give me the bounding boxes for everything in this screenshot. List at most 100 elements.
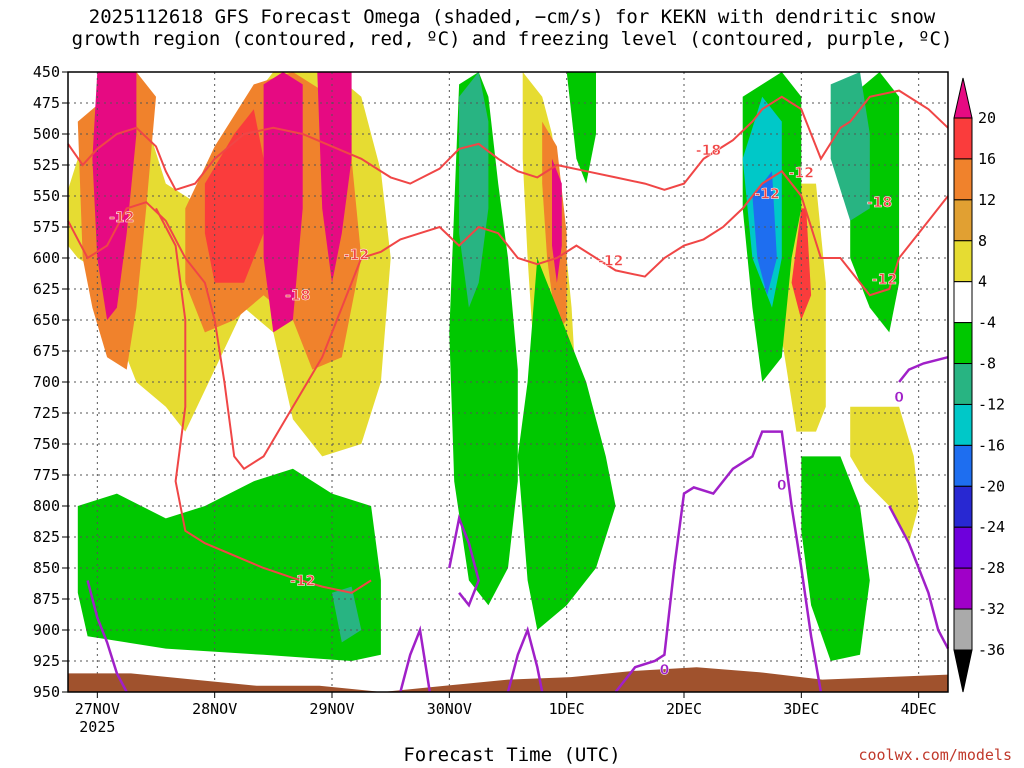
colorbar-swatch-1 [953,158,973,201]
purple-contour-p7 [888,505,950,650]
colorbar: 20 16 12 8 4 -4 -8 -12 -16 -20 -24 -28 -32 -36 [953,77,1005,693]
colorbar-label-0: 20 [978,109,996,127]
omega-region-gr4 [566,72,596,184]
omega-region-pk4 [552,158,562,283]
contour-label-5: -18 [696,143,721,159]
purple-contour-p6 [898,355,949,383]
colorbar-swatch-11 [953,567,973,610]
y-tick-label-775: 775 [33,466,60,484]
chart-title: 2025112618 GFS Forecast Omega (shaded, −… [0,6,1024,50]
x-axis-title: Forecast Time (UTC) [403,744,621,766]
y-tick-label-500: 500 [33,125,60,143]
contour-label-6: -12 [754,187,779,203]
y-tick-label-675: 675 [33,342,60,360]
colorbar-label-11: -28 [978,559,1005,577]
y-tick-label-875: 875 [33,590,60,608]
omega-region-gr7 [801,456,870,661]
colorbar-swatch-5 [953,322,973,365]
colorbar-label-8: -16 [978,436,1005,454]
y-tick-label-450: 450 [33,63,60,81]
x-tick-label-28NOV: 28NOV [192,700,237,718]
colorbar-bottom-arrow [953,649,973,693]
omega-region-tl1 [459,72,489,308]
red-contour-r1 [67,89,949,192]
purple-contour-p1 [86,580,128,693]
y-tick-label-725: 725 [33,404,60,422]
y-tick-label-525: 525 [33,156,60,174]
x-tick-label-30NOV: 30NOV [427,700,472,718]
colorbar-swatch-2 [953,199,973,242]
contour-label-12: 0 [660,663,670,679]
colorbar-label-12: -32 [978,600,1005,618]
x-tick-label-1DEC: 1DEC [549,700,585,718]
x-tick-label-27NOV: 27NOV [75,700,120,718]
y-axis: 450 475 500 525 550 575 600 625 650 675 700 725 750 7… [33,63,68,701]
colorbar-swatch-12 [953,608,973,651]
title-line-2: growth region (contoured, red, ºC) and f… [71,28,953,50]
omega-region-bl1 [752,171,777,296]
source-credit: coolwx.com/models [858,746,1012,764]
y-tick-label-625: 625 [33,280,60,298]
y-tick-label-850: 850 [33,559,60,577]
purple-contour-p3 [448,513,481,608]
omega-region-pk1 [92,72,137,320]
colorbar-label-3: 8 [978,232,987,250]
contour-label-3: -12 [290,573,315,589]
purple-contour-p2 [399,625,432,693]
omega-region-tl3 [332,586,362,643]
y-tick-label-750: 750 [33,435,60,453]
colorbar-top-arrow [953,77,973,119]
colorbar-swatch-7 [953,403,973,446]
red-contour-r3 [155,207,372,594]
terrain [68,667,948,692]
y-tick-label-600: 600 [33,249,60,267]
y-tick-label-900: 900 [33,621,60,639]
x-tick-label-4DEC: 4DEC [901,700,937,718]
colorbar-swatch-6 [953,363,973,405]
contour-label-0: -12 [109,210,134,226]
y-tick-label-475: 475 [33,94,60,112]
contour-labels: -12 -12 -18 -12 -12 -18 -12 -12 -18 -12 0 0 0 [109,143,905,679]
x-tick-sublabel-27NOV: 2025 [79,718,115,736]
contour-label-11: 0 [777,478,787,494]
y-tick-label-575: 575 [33,218,60,236]
contour-label-1: -12 [344,247,369,263]
colorbar-label-9: -20 [978,477,1005,495]
colorbar-swatch-8 [953,444,973,487]
title-line-1: 2025112618 GFS Forecast Omega (shaded, −… [88,6,936,28]
contour-label-9: -12 [872,272,897,288]
colorbar-swatch-10 [953,526,973,569]
omega-region-gr1 [77,468,381,661]
colorbar-label-13: -36 [978,641,1005,659]
y-tick-label-800: 800 [33,497,60,515]
colorbar-label-6: -8 [978,355,996,373]
x-tick-label-3DEC: 3DEC [783,700,819,718]
contour-label-10: 0 [894,390,904,406]
contour-label-7: -12 [789,165,814,181]
x-tick-label-2DEC: 2DEC [666,700,702,718]
red-contour-r2 [67,169,949,471]
purple-contour-p4 [506,625,544,693]
x-tick-label-29NOV: 29NOV [309,700,354,718]
colorbar-swatch-0 [953,117,973,160]
colorbar-label-10: -24 [978,518,1005,536]
y-tick-label-550: 550 [33,187,60,205]
contour-label-4: -12 [598,253,623,269]
contour-label-2: -18 [285,288,310,304]
colorbar-label-7: -12 [978,395,1005,413]
colorbar-swatch-3 [953,240,973,283]
colorbar-label-2: 12 [978,191,996,209]
y-tick-label-650: 650 [33,311,60,329]
y-tick-label-825: 825 [33,528,60,546]
omega-region-rd1 [204,109,264,283]
y-tick-label-925: 925 [33,652,60,670]
colorbar-swatch-4 [953,281,973,324]
y-tick-label-950: 950 [33,683,60,701]
omega-region-pk2 [263,72,303,333]
colorbar-swatch-9 [953,485,973,528]
freezing-contours [86,355,950,693]
colorbar-label-1: 16 [978,150,996,168]
omega-region-pk3 [317,72,352,283]
